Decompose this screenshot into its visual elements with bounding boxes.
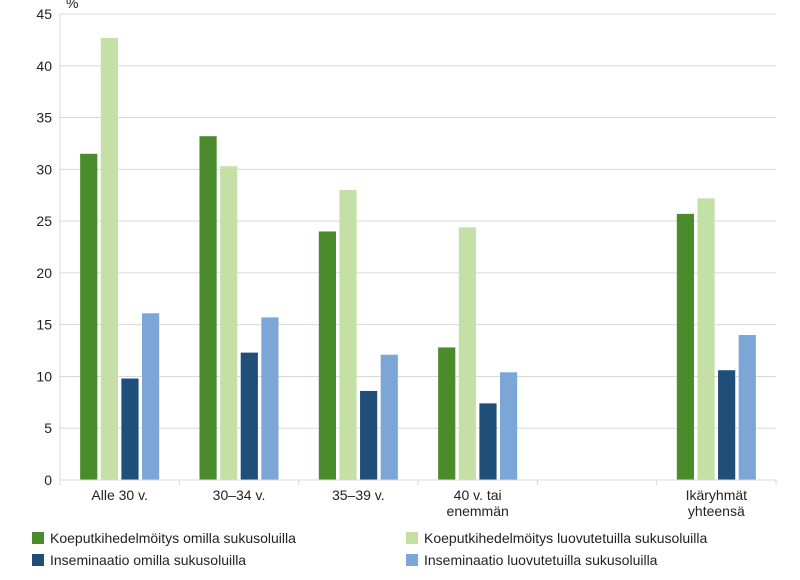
- svg-text:0: 0: [44, 472, 52, 488]
- bar-ins_donated-35_39: [381, 355, 398, 480]
- legend-item-ins_own: Inseminaatio omilla sukusoluilla: [32, 552, 398, 568]
- legend-label: Inseminaatio omilla sukusoluilla: [50, 552, 246, 568]
- legend-item-ivf_own: Koeputkihedelmöitys omilla sukusoluilla: [32, 530, 398, 546]
- svg-text:20: 20: [36, 265, 52, 281]
- category-label: 35–39 v.: [332, 487, 385, 503]
- legend-label: Inseminaatio luovutetuilla sukusoluilla: [424, 552, 657, 568]
- chart-container: 0 5 10 15 20 25 30 35 40 45% Alle 30 v. 30–34 v. 35–…: [0, 0, 800, 580]
- svg-text:15: 15: [36, 317, 52, 333]
- svg-text:40: 40: [36, 58, 52, 74]
- legend-item-ivf_donated: Koeputkihedelmöitys luovutetuilla sukuso…: [406, 530, 772, 546]
- category-label: Ikäryhmät: [686, 487, 748, 503]
- bar-ivf_donated-30_34: [220, 166, 237, 480]
- bar-ivf_donated-alle30: [101, 38, 118, 480]
- category-label: enemmän: [447, 503, 509, 519]
- bar-ins_own-yhteensa: [718, 370, 735, 480]
- svg-text:30: 30: [36, 161, 52, 177]
- bar-ins_own-40plus: [479, 403, 496, 480]
- bar-ins_own-30_34: [241, 353, 258, 480]
- bar-ivf_own-40plus: [438, 347, 455, 480]
- bar-ins_donated-yhteensa: [739, 335, 756, 480]
- bar-ivf_own-yhteensa: [677, 214, 694, 480]
- svg-text:45: 45: [36, 6, 52, 22]
- svg-text:%: %: [66, 0, 78, 11]
- bar-ivf_own-35_39: [319, 231, 336, 480]
- bar-ivf_donated-40plus: [459, 227, 476, 480]
- bar-ivf_own-alle30: [80, 154, 97, 480]
- legend-swatch: [406, 554, 418, 566]
- bar-ins_own-35_39: [360, 391, 377, 480]
- bar-ivf_donated-yhteensa: [697, 198, 714, 480]
- bar-ivf_own-30_34: [199, 136, 216, 480]
- legend-label: Koeputkihedelmöitys omilla sukusoluilla: [50, 530, 296, 546]
- category-label: Alle 30 v.: [91, 487, 148, 503]
- legend-swatch: [32, 554, 44, 566]
- svg-text:5: 5: [44, 420, 52, 436]
- bar-chart: 0 5 10 15 20 25 30 35 40 45% Alle 30 v. 30–34 v. 35–…: [0, 0, 800, 580]
- bar-ins_donated-30_34: [261, 317, 278, 480]
- category-label: 30–34 v.: [213, 487, 266, 503]
- svg-text:10: 10: [36, 368, 52, 384]
- legend: Koeputkihedelmöitys omilla sukusoluilla K…: [32, 530, 772, 568]
- legend-swatch: [32, 532, 44, 544]
- bar-ins_own-alle30: [121, 379, 138, 480]
- legend-swatch: [406, 532, 418, 544]
- category-label: 40 v. tai: [454, 487, 502, 503]
- svg-text:35: 35: [36, 110, 52, 126]
- legend-item-ins_donated: Inseminaatio luovutetuilla sukusoluilla: [406, 552, 772, 568]
- category-label: yhteensä: [688, 503, 745, 519]
- svg-text:25: 25: [36, 213, 52, 229]
- bar-ins_donated-40plus: [500, 372, 517, 480]
- bar-ins_donated-alle30: [142, 313, 159, 480]
- bar-ivf_donated-35_39: [339, 190, 356, 480]
- legend-label: Koeputkihedelmöitys luovutetuilla sukuso…: [424, 530, 707, 546]
